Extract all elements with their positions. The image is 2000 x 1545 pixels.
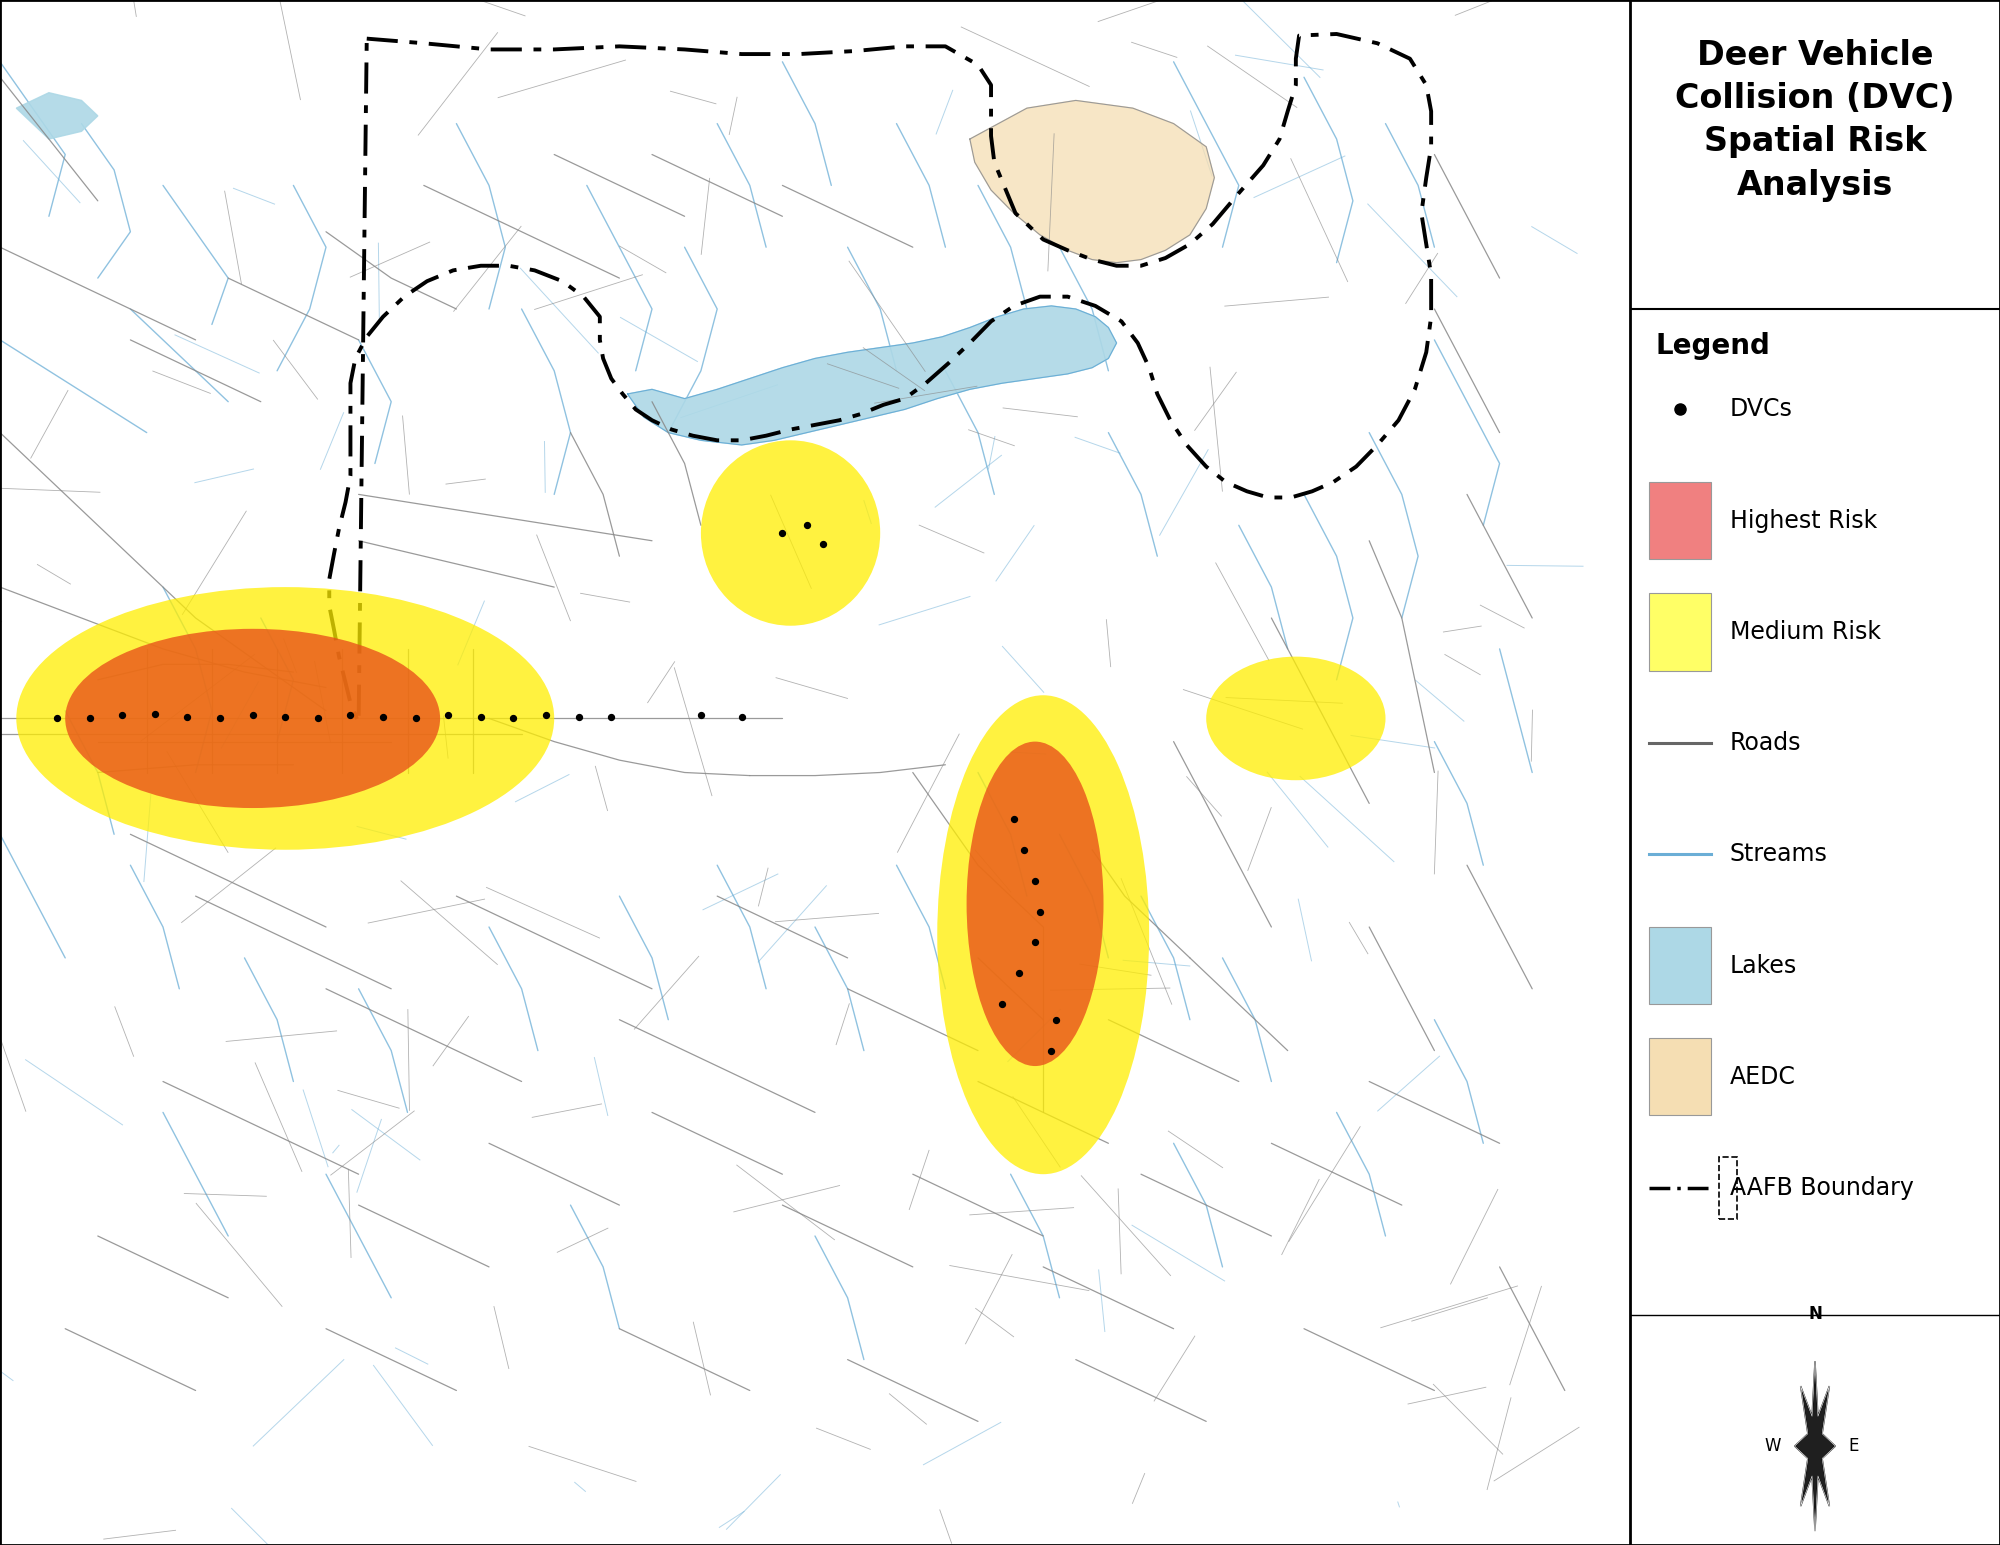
Text: Lakes: Lakes — [1730, 953, 1798, 978]
Text: Deer Vehicle
Collision (DVC)
Spatial Risk
Analysis: Deer Vehicle Collision (DVC) Spatial Ris… — [1676, 39, 1954, 202]
Ellipse shape — [938, 695, 1150, 1174]
Text: AAFB Boundary: AAFB Boundary — [1730, 1176, 1914, 1200]
Point — [562, 705, 594, 729]
Ellipse shape — [66, 629, 440, 808]
Text: Medium Risk: Medium Risk — [1730, 620, 1880, 644]
Point — [1020, 930, 1052, 955]
Text: Legend: Legend — [1656, 332, 1770, 360]
Point — [1036, 1038, 1068, 1063]
Ellipse shape — [1206, 657, 1386, 780]
Text: Streams: Streams — [1730, 842, 1828, 867]
Point — [42, 706, 74, 731]
Point — [74, 706, 106, 731]
Point — [808, 531, 840, 556]
Text: Roads: Roads — [1730, 731, 1802, 756]
Polygon shape — [970, 100, 1214, 263]
Point — [302, 706, 334, 731]
Point — [204, 706, 236, 731]
Bar — [1648, 482, 1712, 559]
Point — [172, 705, 204, 729]
Point — [530, 703, 562, 728]
Point — [1008, 837, 1040, 862]
Point — [684, 703, 716, 728]
Polygon shape — [1794, 1361, 1836, 1531]
Text: Highest Risk: Highest Risk — [1730, 508, 1878, 533]
Text: N: N — [1808, 1306, 1822, 1323]
Bar — [1718, 1157, 1738, 1219]
Point — [432, 703, 464, 728]
Bar — [1648, 1038, 1712, 1115]
Point — [368, 705, 400, 729]
Point — [138, 701, 170, 726]
Ellipse shape — [700, 440, 880, 626]
Point — [270, 705, 302, 729]
Bar — [1648, 593, 1712, 671]
Point — [596, 705, 628, 729]
Text: E: E — [1848, 1437, 1858, 1455]
Bar — [1648, 927, 1712, 1004]
Point — [998, 806, 1030, 831]
Point — [766, 521, 798, 545]
Point — [498, 706, 530, 731]
Text: W: W — [1764, 1437, 1782, 1455]
Point — [1040, 1007, 1072, 1032]
Text: AEDC: AEDC — [1730, 1065, 1796, 1089]
Ellipse shape — [16, 587, 554, 850]
Polygon shape — [16, 93, 98, 139]
Point — [400, 706, 432, 731]
Point — [1002, 961, 1034, 986]
Point — [334, 703, 366, 728]
Point — [464, 705, 496, 729]
Ellipse shape — [966, 742, 1104, 1066]
Point — [236, 703, 268, 728]
Point — [726, 705, 758, 729]
Point — [1020, 868, 1052, 893]
Point — [1024, 899, 1056, 924]
Point — [986, 992, 1018, 1017]
Point — [790, 513, 822, 538]
Polygon shape — [628, 306, 1116, 445]
Point — [106, 703, 138, 728]
Text: DVCs: DVCs — [1730, 397, 1792, 422]
